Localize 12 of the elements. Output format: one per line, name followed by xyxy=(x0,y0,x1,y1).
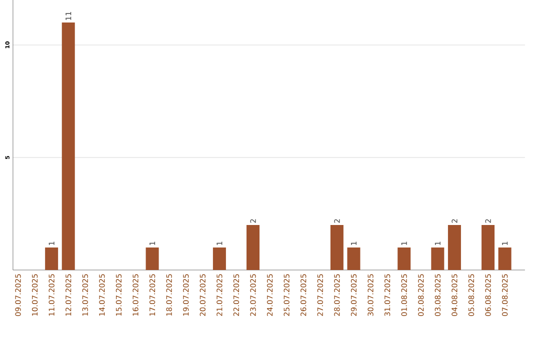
bar xyxy=(45,248,58,270)
bar xyxy=(448,225,461,270)
bar xyxy=(431,248,444,270)
bar xyxy=(146,248,159,270)
bar xyxy=(246,225,260,270)
bar xyxy=(212,248,226,270)
bar xyxy=(498,248,512,270)
bar xyxy=(347,248,360,270)
bar xyxy=(62,22,75,270)
bar xyxy=(482,225,495,270)
bar xyxy=(398,248,411,270)
bar xyxy=(330,225,344,270)
